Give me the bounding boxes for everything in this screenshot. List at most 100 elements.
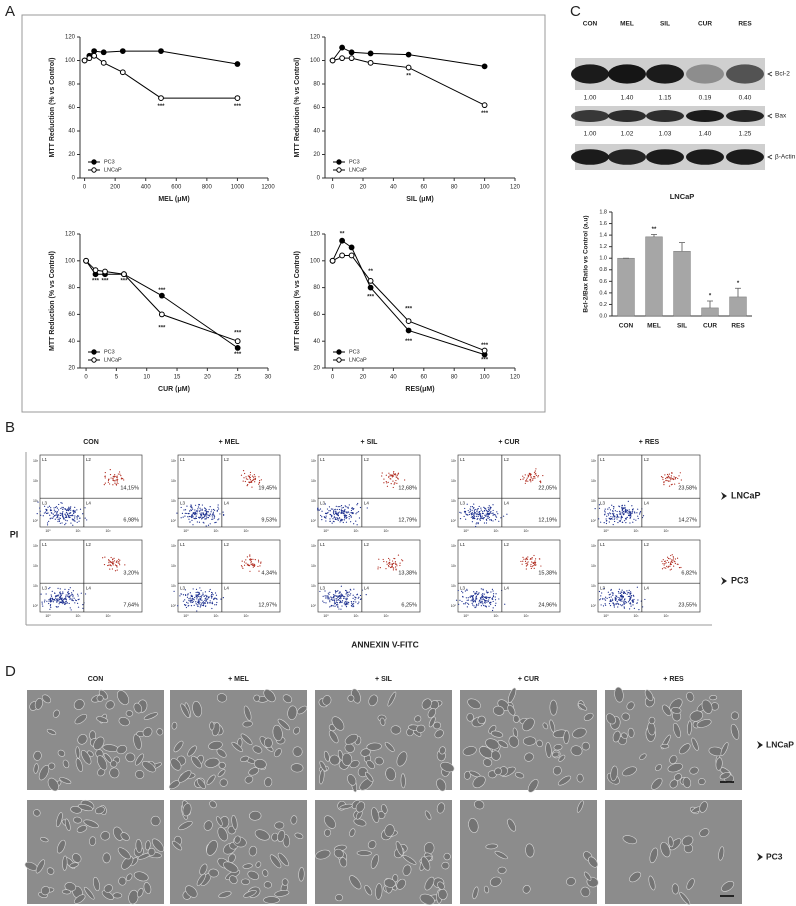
event-dot xyxy=(116,566,118,568)
event-dot xyxy=(345,598,347,600)
event-dot xyxy=(339,521,341,523)
x-tick-label: 1200 xyxy=(261,185,275,191)
event-dot xyxy=(621,598,623,600)
event-dot xyxy=(66,520,68,522)
event-dot xyxy=(190,504,192,506)
event-dot xyxy=(113,475,115,477)
event-dot xyxy=(326,597,328,599)
event-dot xyxy=(46,524,49,526)
event-dot xyxy=(478,511,480,513)
event-dot xyxy=(621,509,623,511)
y-tick-label: 10³ xyxy=(171,544,177,548)
event-dot xyxy=(480,605,482,607)
percent-label: 4,34% xyxy=(261,571,277,577)
event-dot xyxy=(598,590,601,593)
event-dot xyxy=(324,503,326,505)
legend-label: PC3 xyxy=(104,349,115,355)
y-tick-label: 0 xyxy=(72,176,76,182)
event-dot xyxy=(631,505,633,507)
event-dot xyxy=(206,595,208,597)
cell xyxy=(118,876,127,886)
event-dot xyxy=(62,592,64,594)
cell xyxy=(209,721,215,731)
event-dot xyxy=(480,507,482,509)
dot-plot-frame xyxy=(457,539,561,613)
event-dot xyxy=(190,601,192,604)
event-dot xyxy=(193,512,195,515)
event-dot xyxy=(386,563,388,565)
event-dot xyxy=(540,482,542,484)
event-dot xyxy=(114,474,116,476)
event-dot xyxy=(123,479,125,481)
event-dot xyxy=(340,601,342,604)
event-dot xyxy=(352,603,355,605)
event-dot xyxy=(358,517,361,519)
event-dot xyxy=(672,559,674,561)
event-dot xyxy=(662,476,664,479)
event-dot xyxy=(72,519,74,521)
event-dot xyxy=(525,557,528,559)
event-dot xyxy=(86,519,88,521)
cell xyxy=(136,888,144,898)
event-dot xyxy=(534,561,537,564)
event-dot xyxy=(488,505,490,507)
event-dot xyxy=(491,609,494,612)
cell xyxy=(93,736,105,751)
event-dot xyxy=(344,515,346,517)
event-dot xyxy=(531,479,534,481)
x-tick-label: 60 xyxy=(420,185,427,191)
event-dot xyxy=(348,504,350,506)
cell xyxy=(572,727,587,739)
event-dot xyxy=(471,511,473,514)
event-dot xyxy=(458,603,460,605)
cell xyxy=(77,734,88,745)
event-dot xyxy=(357,502,359,505)
dot-plot-frame xyxy=(177,539,281,613)
event-dot xyxy=(118,471,121,473)
cell xyxy=(381,804,388,814)
event-dot xyxy=(341,520,343,522)
event-dot xyxy=(341,600,344,602)
event-dot xyxy=(618,592,620,594)
event-dot xyxy=(610,600,613,602)
event-dot xyxy=(194,504,197,506)
cell xyxy=(612,730,621,743)
event-dot xyxy=(325,517,327,519)
event-dot xyxy=(610,518,612,520)
event-dot xyxy=(107,478,110,480)
event-dot xyxy=(491,512,493,514)
event-dot xyxy=(345,506,347,508)
y-tick-label: 10³ xyxy=(591,459,597,463)
event-dot xyxy=(534,563,536,566)
event-dot xyxy=(486,514,488,516)
event-dot xyxy=(249,478,251,481)
event-dot xyxy=(57,509,60,511)
event-dot xyxy=(337,512,340,514)
event-dot xyxy=(612,511,614,513)
event-dot xyxy=(475,605,478,607)
event-dot xyxy=(119,559,121,561)
event-dot xyxy=(68,514,70,516)
data-point xyxy=(234,61,241,67)
event-dot xyxy=(112,564,114,566)
error-bar xyxy=(679,242,685,252)
event-dot xyxy=(197,594,199,596)
event-dot xyxy=(112,559,114,561)
event-dot xyxy=(251,475,254,477)
cell xyxy=(204,757,220,768)
event-dot xyxy=(184,594,187,596)
cell xyxy=(355,801,365,813)
event-dot xyxy=(201,509,203,511)
event-dot xyxy=(50,601,52,603)
cell xyxy=(507,704,516,716)
x-tick-label: 30 xyxy=(265,375,272,381)
event-dot xyxy=(629,603,631,605)
event-dot xyxy=(620,591,622,593)
event-dot xyxy=(241,560,243,562)
event-dot xyxy=(617,596,619,599)
percent-label: 24,96% xyxy=(538,602,557,608)
event-dot xyxy=(338,508,341,511)
y-tick-label: 0 xyxy=(317,176,321,182)
event-dot xyxy=(482,603,484,605)
cell xyxy=(512,715,520,723)
